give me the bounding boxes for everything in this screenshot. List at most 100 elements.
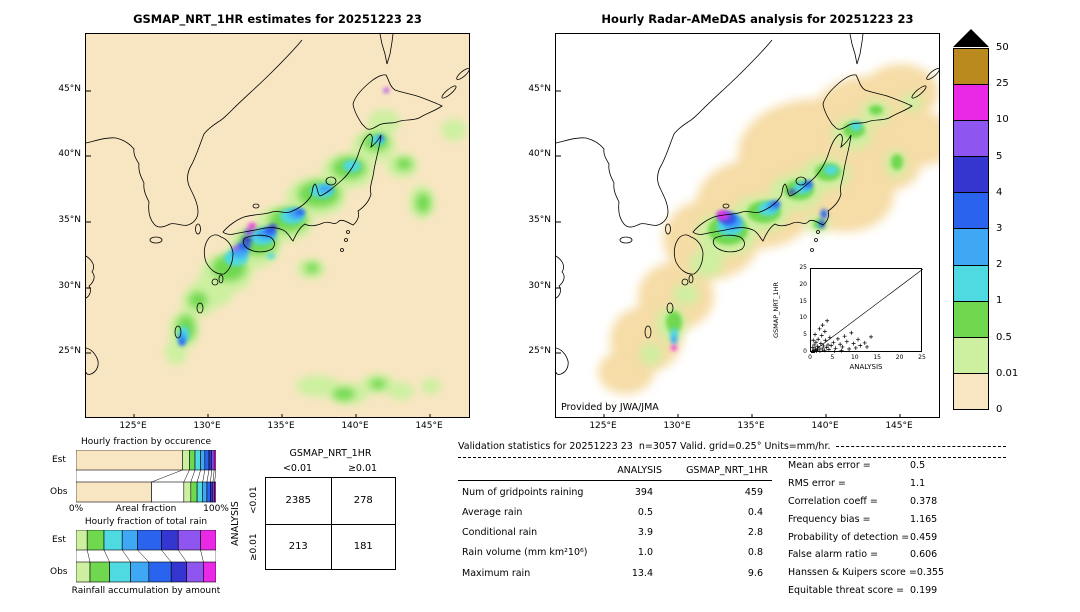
scatter-point (853, 345, 858, 350)
fraction-segment (76, 530, 88, 551)
contingency-row-label-ge: ≥0.01 (249, 533, 259, 561)
fraction-segment (210, 481, 214, 503)
contingency-col-label-lt: <0.01 (282, 463, 313, 474)
row-analysis-value: 3.9 (637, 527, 653, 538)
inset-ylabel: GSMAP_NRT_1HR (772, 281, 780, 339)
lat-tick-label: 40°N (528, 149, 551, 159)
scatter-point (862, 340, 867, 345)
validation-title-row: Validation statistics for 20251223 23 n=… (458, 441, 1006, 452)
score-label: False alarm ratio = (788, 549, 879, 561)
areal-fraction-label: Areal fraction (115, 504, 177, 514)
fraction-segment (148, 561, 172, 583)
contingency-col-label-ge: ≥0.01 (347, 463, 378, 474)
row-label: Maximum rain (462, 568, 531, 579)
fraction-connector (183, 469, 190, 483)
validation-scores: Mean abs error = 0.5 RMS error = 1.1 Corre… (788, 457, 944, 599)
total-rain-bars-svg (76, 530, 216, 583)
occurrence-bars-svg (76, 450, 216, 503)
score-far: False alarm ratio = 0.606 (788, 546, 944, 564)
scatter-point (817, 326, 822, 331)
scatter-point (822, 329, 827, 334)
fraction-connector (196, 469, 201, 483)
validation-row-volume: Rain volume (mm km²10⁶) 1.0 0.8 (462, 547, 774, 560)
fraction-connector (190, 469, 196, 483)
inset-xtick-label: 20 (895, 354, 904, 361)
fraction-segment (186, 561, 204, 583)
lat-tick-label: 30°N (528, 281, 551, 291)
score-value: 1.1 (910, 478, 926, 490)
lon-tick-label: 140°E (811, 421, 839, 431)
lon-tick-label: 145°E (415, 421, 443, 431)
lat-tick-label: 30°N (58, 281, 81, 291)
occurrence-title: Hourly fraction by occurence (80, 437, 212, 447)
right-map-rain-field (598, 64, 939, 394)
fraction-segment (206, 481, 211, 503)
inset-scatter-svg (809, 268, 924, 355)
colorbar-tick-label: 10 (996, 114, 1009, 126)
scatter-point (818, 341, 823, 346)
fraction-segment (76, 481, 152, 503)
inset-xtick-label: 25 (918, 354, 926, 361)
scatter-inset: GSMAP_NRT_1HR ANALYSIS 0 0 5 5 10 10 15 15 20 20 2… (772, 264, 938, 384)
inset-ytick-label: 25 (799, 264, 807, 271)
right-coastlines-slot (556, 34, 939, 417)
left-map-title: GSMAP_NRT_1HR estimates for 20251223 23 (133, 12, 422, 26)
scatter-point (849, 330, 854, 335)
inset-ytick-label: 10 (799, 314, 807, 322)
row-analysis-value: 394 (634, 487, 653, 498)
score-value: 0.606 (910, 549, 938, 561)
scatter-point (865, 344, 869, 349)
inset-xtick-label: 15 (873, 354, 881, 361)
score-correlation: Correlation coeff = 0.378 (788, 493, 944, 511)
inset-xtick-label: 0 (808, 354, 812, 361)
fraction-segment (86, 530, 105, 551)
contingency-cell-miss: 213 (266, 523, 331, 570)
fraction-connector (137, 549, 149, 563)
score-label: Hanssen & Kuipers score = (788, 567, 917, 579)
fraction-connector (206, 469, 210, 483)
areal-0-label: 0% (68, 504, 84, 514)
fraction-connector (86, 549, 91, 563)
fraction-segment (137, 530, 162, 551)
scatter-point (810, 345, 815, 350)
fraction-segment (103, 530, 123, 551)
fraction-segment (196, 481, 203, 503)
scatter-point (820, 323, 825, 328)
lat-tick-label: 40°N (58, 149, 81, 159)
validation-row-conditional: Conditional rain 3.9 2.8 (462, 527, 774, 540)
fraction-segment (109, 561, 131, 583)
row-analysis-value: 0.5 (637, 507, 653, 518)
lon-tick-label: 130°E (193, 421, 221, 431)
scatter-point (826, 342, 831, 347)
occurrence-obs-label: Obs (50, 487, 68, 497)
row-gsmap-value: 9.6 (747, 568, 763, 579)
colorbar-segment (954, 300, 988, 337)
lat-tick-label: 25°N (528, 346, 551, 356)
inset-plot-area (809, 268, 924, 355)
colorbar-tick-label: 4 (996, 186, 1003, 198)
scatter-point (820, 346, 825, 351)
scatter-point (824, 345, 829, 350)
score-label: RMS error = (788, 478, 846, 490)
validation-header-rule (458, 480, 772, 481)
fraction-segment (189, 450, 196, 471)
score-label: Correlation coeff = (788, 495, 878, 507)
colorbar-tick-label: 50 (996, 42, 1009, 53)
scatter-point (819, 333, 824, 338)
scatter-point (822, 348, 827, 353)
scatter-point (817, 345, 822, 350)
inset-ytick-label: 15 (799, 297, 807, 305)
colorbar-segment (954, 120, 988, 157)
score-label: Probability of detection = (788, 531, 910, 543)
colorbar-tick-label: 1 (996, 295, 1003, 307)
lon-tick-label: 135°E (737, 421, 765, 431)
fraction-segment (204, 450, 210, 471)
scatter-point (847, 346, 852, 351)
inset-ytick-label: 0 (803, 348, 807, 355)
colorbar-tick-label: 5 (996, 150, 1003, 162)
lon-tick-label: 125°E (589, 421, 617, 431)
scatter-point (831, 340, 836, 345)
identity-line (810, 268, 924, 354)
colorbar-tick-label: 3 (996, 223, 1003, 234)
